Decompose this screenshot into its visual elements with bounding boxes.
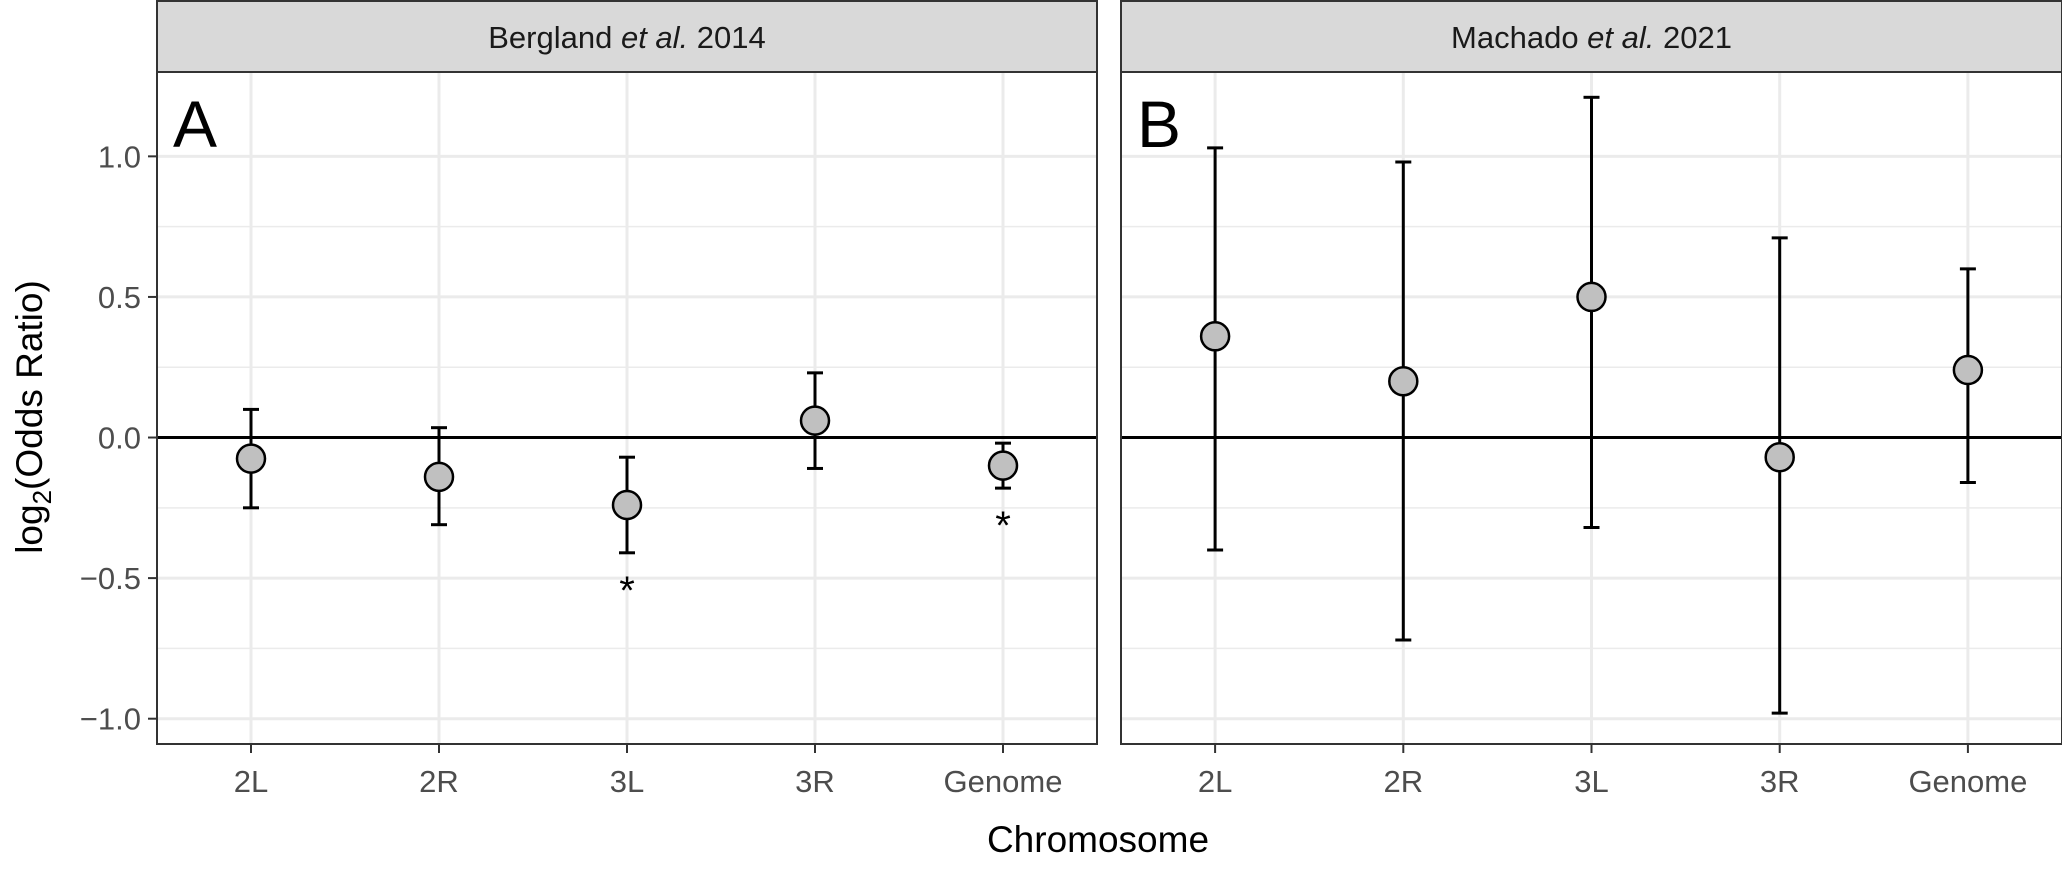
error-bar bbox=[1771, 236, 1788, 715]
data-point bbox=[1952, 354, 1984, 386]
panel-strip-title-part: Machado bbox=[1451, 20, 1587, 55]
x-tick-label: 3R bbox=[1760, 764, 1800, 799]
y-axis-title-subscript: 2 bbox=[27, 490, 57, 504]
x-tick-label: 2L bbox=[234, 764, 268, 799]
x-tick-label: 2R bbox=[1383, 764, 1423, 799]
data-point bbox=[799, 405, 831, 436]
data-point bbox=[1388, 366, 1419, 397]
data-point bbox=[1576, 281, 1607, 313]
y-tick-label: −0.5 bbox=[80, 561, 141, 596]
y-tick-label: 1.0 bbox=[98, 139, 141, 174]
panel-strip-title: Machado et al. 2021 bbox=[1451, 20, 1732, 55]
panel-strip-title-part: 2021 bbox=[1654, 20, 1732, 55]
x-tick-label: Genome bbox=[1908, 764, 2027, 799]
x-axis-title: Chromosome bbox=[987, 819, 1209, 860]
data-point bbox=[235, 443, 267, 474]
panel-strip-title-part: 2014 bbox=[688, 20, 766, 55]
data-point bbox=[611, 489, 643, 521]
y-axis-title: log2(Odds Ratio) bbox=[9, 280, 57, 554]
x-tick-label: 2L bbox=[1198, 764, 1232, 799]
x-tick-label: 3R bbox=[795, 764, 835, 799]
significance-marker: * bbox=[995, 504, 1011, 548]
panel-a: Bergland et al. 2014 * * A 2L 2R 3L 3R Genome 1.0… bbox=[80, 0, 1098, 799]
error-bar bbox=[1395, 160, 1412, 642]
panel-label: A bbox=[173, 87, 217, 161]
panel-strip-title-part: et al. bbox=[1587, 20, 1654, 55]
y-axis-title-suffix: (Odds Ratio) bbox=[9, 280, 50, 490]
panel-label: B bbox=[1137, 87, 1181, 161]
chart-panels: Bergland et al. 2014 * * A 2L 2R 3L 3R Genome 1.0… bbox=[80, 0, 2062, 799]
y-tick-label: 0.0 bbox=[98, 421, 141, 456]
panel-strip-title: Bergland et al. 2014 bbox=[488, 20, 766, 55]
data-point bbox=[1764, 441, 1795, 473]
x-tick-label: 3L bbox=[1574, 764, 1608, 799]
panel-strip-title-part: et al. bbox=[621, 20, 688, 55]
y-tick-label: 0.5 bbox=[98, 280, 141, 315]
panel-strip bbox=[156, 0, 1098, 73]
panel-strip-title-part: Bergland bbox=[488, 20, 621, 55]
data-point bbox=[423, 461, 455, 493]
panel-b: Machado et al. 2021 B 2L 2R 3L 3R Genome bbox=[1120, 0, 2062, 799]
data-point bbox=[987, 450, 1019, 481]
significance-marker: * bbox=[619, 569, 635, 613]
x-tick-label: 3L bbox=[610, 764, 644, 799]
error-bar bbox=[1583, 95, 1600, 529]
data-point bbox=[1199, 321, 1231, 352]
x-tick-label: 2R bbox=[419, 764, 459, 799]
y-axis-title-prefix: log bbox=[9, 504, 50, 553]
y-tick-label: −1.0 bbox=[80, 702, 141, 737]
x-tick-label: Genome bbox=[944, 764, 1063, 799]
